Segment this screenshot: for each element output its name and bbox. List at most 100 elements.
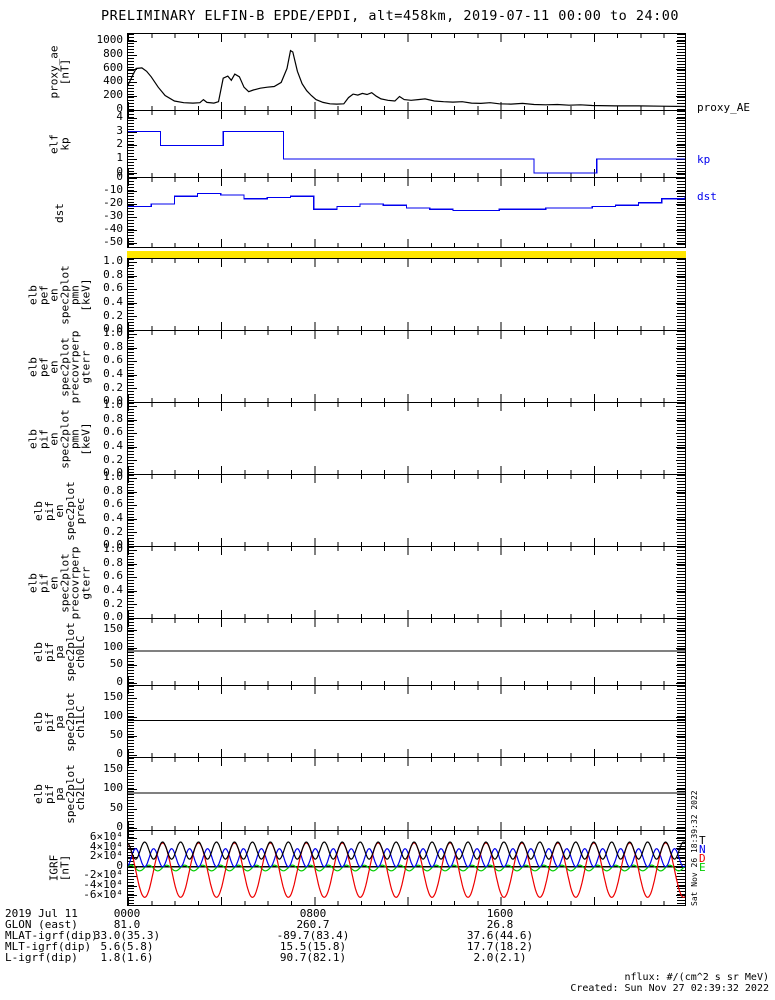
- footer-row-value: 0000: [113, 907, 141, 920]
- y-axis-label-elb_pif_pa_ch0lc: elb pif pa spec2plot ch0LC: [31, 622, 87, 682]
- y-tick-label: 0.4: [103, 367, 123, 380]
- panel-elb_pif_pa_ch1lc: [127, 685, 686, 758]
- y-tick-label: 600: [103, 60, 123, 74]
- y-axis-label-elb_pif_pa_ch1lc: elb pif pa spec2plot ch1LC: [31, 691, 87, 752]
- x-axis-major-ticks-bottom: [128, 897, 685, 905]
- y-major-tick: [676, 361, 685, 362]
- y-major-tick: [676, 591, 685, 592]
- igrf-legend-T: T: [699, 834, 706, 847]
- y-tick-label: 0.2: [103, 524, 123, 538]
- right-label-elf_kp: kp: [697, 153, 711, 167]
- x-axis-major-ticks-top: [128, 686, 685, 694]
- right-label-dst: dst: [697, 190, 717, 204]
- panel-igrf: [127, 830, 686, 906]
- y-axis-minor-ticks-left: [128, 831, 134, 905]
- y-major-tick: [676, 492, 685, 493]
- y-tick-label: -4×10⁴: [83, 877, 123, 891]
- y-tick-label: 1000: [96, 32, 124, 46]
- y-major-tick: [676, 532, 685, 533]
- y-tick-label: 50: [109, 727, 123, 741]
- y-major-tick: [676, 276, 685, 277]
- y-major-tick: [128, 159, 137, 160]
- corner-note: nflux: #/(cm^2 s sr MeV) Created: Sun No…: [570, 972, 769, 994]
- x-axis-major-ticks-top: [128, 111, 685, 119]
- y-axis-minor-ticks-left: [128, 259, 134, 330]
- y-axis-minor-ticks-left: [128, 111, 134, 177]
- plot-svg-elb_pef_en_pmn: [128, 259, 685, 330]
- y-major-tick: [128, 717, 137, 718]
- y-tick-label: 0: [116, 858, 123, 872]
- y-major-tick: [128, 755, 137, 756]
- footer-row-value: -89.7(83.4): [276, 929, 350, 942]
- y-major-tick: [676, 648, 685, 649]
- y-tick-label: 0.0: [103, 394, 123, 407]
- footer-row-value: 5.6(5.8): [100, 940, 154, 953]
- footer-row-value: 1.8(1.6): [100, 951, 154, 964]
- plot-title: PRELIMINARY ELFIN-B EPDE/EPDI, alt=458km…: [100, 8, 680, 24]
- y-tick-label: 150: [103, 761, 123, 775]
- footer-row-value: 17.7(18.2): [466, 940, 534, 953]
- y-tick-label: 0.8: [103, 483, 123, 497]
- y-axis-minor-ticks-left: [128, 403, 134, 474]
- y-axis-minor-ticks-left: [128, 547, 134, 618]
- y-tick-label: 1.0: [103, 470, 123, 484]
- y-major-tick: [676, 420, 685, 421]
- y-tick-label: 0.0: [103, 322, 123, 335]
- y-axis-minor-ticks-right: [677, 178, 685, 247]
- y-major-tick: [128, 204, 137, 205]
- y-tick-label: 100: [103, 639, 123, 653]
- y-major-tick: [676, 505, 685, 506]
- y-major-tick: [128, 230, 137, 231]
- y-tick-label: 4: [116, 109, 123, 123]
- y-major-tick: [676, 886, 685, 887]
- y-major-tick: [676, 770, 685, 771]
- footer-row-value: 2.0(2.1): [473, 951, 527, 964]
- y-major-tick: [676, 118, 685, 119]
- footer-row-label: GLON (east): [5, 918, 78, 931]
- y-major-tick: [676, 96, 685, 97]
- y-major-tick: [128, 789, 137, 790]
- y-tick-label: 100: [103, 708, 123, 722]
- x-axis-major-ticks-bottom: [128, 322, 685, 330]
- y-tick-label: 0.6: [103, 281, 123, 295]
- y-axis-label-elb_pef_en_gterr: elb pef en spec2plot precovrperp gterr: [26, 330, 93, 403]
- y-major-tick: [676, 406, 685, 407]
- y-axis-label-dst: dst: [52, 202, 66, 223]
- y-major-tick: [128, 276, 137, 277]
- x-axis-major-ticks-bottom: [128, 466, 685, 474]
- y-tick-label: 0.0: [103, 610, 123, 623]
- y-major-tick: [128, 178, 137, 179]
- footer-row-label: L-igrf(dip): [5, 951, 78, 964]
- panel-elb_pif_en_gterr: [127, 546, 686, 619]
- y-tick-label: 2: [116, 137, 123, 151]
- y-major-tick: [128, 375, 137, 376]
- y-major-tick: [128, 303, 137, 304]
- y-tick-label: 0.6: [103, 497, 123, 511]
- y-major-tick: [676, 519, 685, 520]
- y-tick-label: 50: [109, 800, 123, 814]
- y-major-tick: [128, 736, 137, 737]
- y-major-tick: [676, 69, 685, 70]
- y-tick-label: 200: [103, 88, 123, 102]
- y-tick-label: 50: [109, 657, 123, 671]
- y-major-tick: [676, 577, 685, 578]
- igrf-legend-N: N: [699, 843, 706, 856]
- y-major-tick: [128, 630, 137, 631]
- y-major-tick: [128, 604, 137, 605]
- panel-elb_pif_en_prec: [127, 474, 686, 547]
- x-axis-major-ticks-top: [128, 547, 685, 555]
- y-tick-label: 0.8: [103, 339, 123, 353]
- y-major-tick: [676, 145, 685, 146]
- y-major-tick: [128, 683, 137, 684]
- y-major-tick: [128, 895, 137, 896]
- y-major-tick: [676, 867, 685, 868]
- y-major-tick: [676, 173, 685, 174]
- created-timestamp: Created: Sun Nov 27 02:39:32 2022: [570, 982, 769, 994]
- y-major-tick: [128, 809, 137, 810]
- y-axis-minor-ticks-left: [128, 686, 134, 757]
- y-tick-label: 1.0: [103, 326, 123, 340]
- footer-row-value: 26.8: [486, 918, 514, 931]
- x-axis-major-ticks-top: [128, 34, 685, 42]
- y-major-tick: [676, 460, 685, 461]
- right-label-proxy_ae: proxy_AE: [697, 100, 750, 114]
